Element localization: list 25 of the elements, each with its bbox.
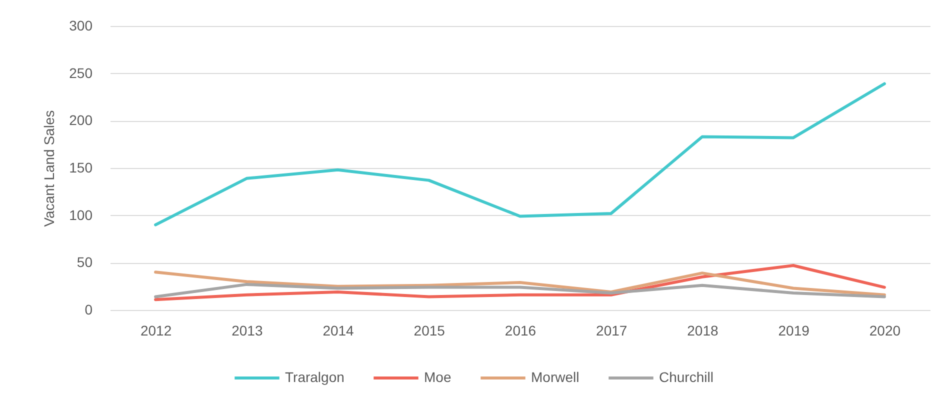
x-tick-label: 2020 [869, 322, 901, 338]
y-tick-label: 150 [69, 160, 93, 176]
line-series [154, 264, 886, 302]
y-tick-label: 300 [69, 18, 93, 34]
legend-label: Moe [424, 369, 452, 385]
y-tick-label: 250 [69, 64, 93, 81]
y-tick-label: 100 [69, 206, 93, 223]
x-tick-label: 2015 [414, 322, 446, 338]
legend-label: Churchill [659, 369, 714, 385]
line-series [154, 282, 886, 298]
legend-label: Traralgon [285, 369, 344, 385]
legend-label: Morwell [531, 369, 580, 385]
x-tick-label: 2012 [140, 322, 172, 338]
y-tick-label: 50 [76, 254, 93, 270]
x-tick-label: 2017 [596, 322, 628, 338]
y-tick-label: 0 [84, 302, 93, 318]
y-axis-title: Vacant Land Sales [41, 110, 58, 227]
x-tick-label: 2019 [778, 322, 810, 338]
x-tick-label: 2014 [322, 322, 354, 338]
line-series [154, 270, 886, 296]
x-tick-label: 2013 [232, 322, 263, 338]
line-series [154, 82, 886, 226]
x-tick-label: 2016 [504, 322, 536, 338]
x-tick-label: 2018 [687, 322, 719, 338]
y-tick-label: 200 [69, 112, 93, 128]
